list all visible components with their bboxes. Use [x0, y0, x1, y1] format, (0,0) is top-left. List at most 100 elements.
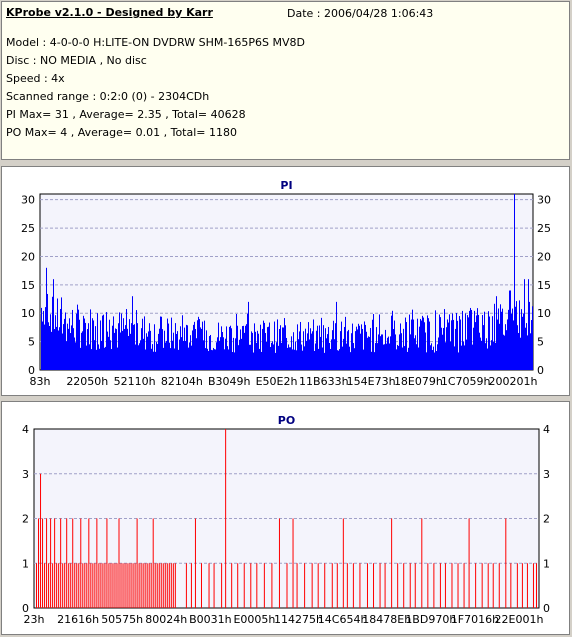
pi-bar — [455, 328, 456, 370]
pi-bar — [157, 343, 158, 370]
pi-bar — [369, 336, 370, 370]
po-bar — [172, 563, 174, 608]
pi-bar — [233, 337, 234, 370]
pi-bar — [478, 314, 479, 370]
pi-bar — [406, 322, 407, 370]
pi-bar — [458, 352, 459, 370]
pi-bar — [292, 349, 293, 370]
pi-bar — [321, 317, 322, 370]
pi-bar — [515, 306, 516, 370]
pi-bar — [171, 317, 172, 370]
pi-bar — [446, 327, 447, 370]
po-bar — [156, 563, 158, 608]
pi-bar — [492, 316, 493, 370]
pi-bar — [214, 349, 215, 370]
pi-bar — [112, 325, 113, 370]
pi-bar — [212, 350, 213, 370]
pi-bar — [459, 316, 460, 370]
pi-bar — [469, 310, 470, 370]
pi-bar — [324, 352, 325, 370]
po-ytick-left-4: 4 — [22, 423, 29, 436]
pi-bar — [389, 343, 390, 370]
pi-bar — [180, 326, 181, 370]
pi-bar — [376, 327, 377, 370]
pi-bar — [425, 332, 426, 370]
pi-bar — [88, 323, 89, 370]
pi-bar — [319, 325, 320, 370]
pi-bar — [283, 327, 284, 370]
pi-bar — [498, 308, 499, 370]
pi-bar — [417, 318, 418, 370]
po-bar — [190, 563, 192, 608]
pi-bar — [466, 339, 467, 370]
po-xtick-label-9: 1BD970h — [405, 613, 456, 626]
pi-bar — [412, 309, 413, 370]
po-bar — [136, 518, 138, 608]
pi-bar — [82, 331, 83, 370]
pi-bar — [105, 346, 106, 370]
pi-bar — [385, 329, 386, 370]
pi-bar — [241, 338, 242, 370]
pi-bar — [394, 320, 395, 370]
pi-bar — [482, 315, 483, 370]
pi-bar — [207, 348, 208, 370]
pi-bar — [332, 330, 333, 370]
pi-bar — [176, 333, 177, 370]
pi-bar — [487, 348, 488, 370]
pi-bar — [281, 342, 282, 370]
app-title: KProbe v2.1.0 - Designed by Karr — [6, 6, 213, 19]
pi-bar — [307, 333, 308, 370]
po-bar — [130, 563, 132, 608]
pi-bar — [367, 337, 368, 370]
pi-bar — [298, 339, 299, 370]
po-bar — [76, 563, 78, 608]
pi-bar — [285, 325, 286, 370]
pi-bar — [155, 351, 156, 370]
po-bar — [102, 563, 104, 608]
pi-bar — [532, 306, 533, 370]
pi-bar — [380, 336, 381, 370]
po-bar — [317, 563, 319, 608]
pi-bar — [494, 303, 495, 370]
po-bar — [152, 518, 154, 608]
pi-bar — [360, 333, 361, 370]
pi-bar — [262, 328, 263, 370]
po-bar — [352, 563, 354, 608]
pi-xtick-label-1: 22050h — [66, 375, 108, 388]
pi-bar — [484, 311, 485, 370]
pi-bar — [168, 323, 169, 370]
pi-bar — [517, 325, 518, 370]
pi-bar — [314, 350, 315, 370]
pi-bar — [330, 348, 331, 370]
po-bar — [271, 563, 273, 608]
pi-bar — [346, 343, 347, 370]
pi-bar — [315, 343, 316, 370]
pi-bar — [348, 329, 349, 370]
pi-bar — [432, 350, 433, 370]
pi-bar — [404, 346, 405, 370]
pi-bar — [317, 325, 318, 370]
speed-line: Speed : 4x — [6, 72, 65, 85]
po-bar — [160, 563, 162, 608]
po-bar — [521, 563, 523, 608]
po-bar — [359, 563, 361, 608]
po-bar — [166, 563, 168, 608]
po-bar — [62, 563, 64, 608]
pi-bar — [356, 326, 357, 370]
po-ytick-left-3: 3 — [22, 468, 29, 481]
pi-bar — [49, 326, 50, 370]
pi-bar — [468, 317, 469, 370]
pi-bar — [140, 340, 141, 370]
po-bar — [94, 563, 96, 608]
po-bar — [106, 518, 108, 608]
pi-bar — [495, 342, 496, 370]
po-bar — [126, 563, 128, 608]
pi-bar — [217, 337, 218, 370]
pi-ytick-left-1: 5 — [28, 336, 35, 349]
pi-bar — [333, 320, 334, 370]
pi-bar — [472, 344, 473, 370]
po-ytick-right-3: 3 — [543, 468, 550, 481]
pi-bar — [158, 333, 159, 370]
pi-bar — [481, 340, 482, 370]
pi-ytick-right-1: 5 — [537, 336, 544, 349]
